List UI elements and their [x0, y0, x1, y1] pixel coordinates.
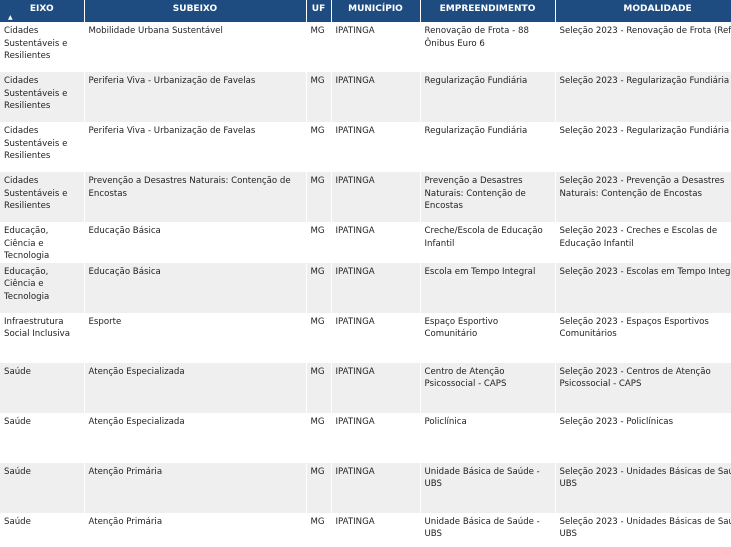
- table-cell: Atenção Especializada: [84, 412, 307, 463]
- table-row: Saúde Atenção Especializada MG IPATINGA Poli…: [0, 412, 731, 463]
- table-cell: Seleção 2023 - Creches e Escolas de Educ…: [555, 222, 731, 263]
- table-cell: IPATINGA: [331, 22, 421, 72]
- table-cell: MG: [306, 222, 332, 263]
- table-body: Cidades Sustentáveis e Resilientes Mobili…: [0, 22, 731, 547]
- table-cell: MG: [306, 22, 332, 72]
- table-cell: MG: [306, 172, 332, 222]
- table-row: Educação, Ciência e Tecnologia Educação B…: [0, 262, 731, 313]
- table-cell: MG: [306, 462, 332, 513]
- table-cell: Educação, Ciência e Tecnologia: [0, 222, 85, 263]
- table-row: Educação, Ciência e Tecnologia Educação B…: [0, 222, 731, 263]
- table-cell: Unidade Básica de Saúde - UBS: [420, 462, 556, 513]
- table-cell: MG: [306, 312, 332, 363]
- table-cell: Saúde: [0, 462, 85, 513]
- header-row: EIXO ▲ SUBEIXO UF MUNICÍPIO EMPREENDIMENTO MOD…: [0, 0, 731, 22]
- table-cell: Esporte: [84, 312, 307, 363]
- column-header-label: UF: [311, 4, 326, 14]
- table-row: Cidades Sustentáveis e Resilientes Preven…: [0, 172, 731, 222]
- table-row: Cidades Sustentáveis e Resilientes Mobili…: [0, 22, 731, 72]
- column-header[interactable]: UF: [306, 0, 332, 22]
- column-header[interactable]: MUNICÍPIO: [331, 0, 421, 22]
- table-cell: Cidades Sustentáveis e Resilientes: [0, 172, 85, 222]
- table-cell: Infraestrutura Social Inclusiva: [0, 312, 85, 363]
- table-cell: Seleção 2023 - Renovação de Frota (Refro…: [555, 22, 731, 72]
- table-cell: Educação Básica: [84, 262, 307, 313]
- table-cell: Seleção 2023 - Policlínicas: [555, 412, 731, 463]
- column-header[interactable]: MODALIDADE: [555, 0, 731, 22]
- table-cell: IPATINGA: [331, 462, 421, 513]
- sort-indicator[interactable]: ▲: [8, 14, 13, 21]
- table-cell: Atenção Primária: [84, 462, 307, 513]
- table-cell: Espaço Esportivo Comunitário: [420, 312, 556, 363]
- table-cell: MG: [306, 262, 332, 313]
- table-cell: Saúde: [0, 362, 85, 413]
- table-cell: Cidades Sustentáveis e Resilientes: [0, 72, 85, 122]
- table-cell: Seleção 2023 - Unidades Básicas de Saúde…: [555, 512, 731, 547]
- table-cell: IPATINGA: [331, 512, 421, 547]
- table-cell: IPATINGA: [331, 362, 421, 413]
- table-cell: Unidade Básica de Saúde - UBS: [420, 512, 556, 547]
- table-cell: Seleção 2023 - Espaços Esportivos Comuni…: [555, 312, 731, 363]
- table-cell: Cidades Sustentáveis e Resilientes: [0, 22, 85, 72]
- table-cell: MG: [306, 122, 332, 172]
- table-cell: Creche/Escola de Educação Infantil: [420, 222, 556, 263]
- table-row: Cidades Sustentáveis e Resilientes Perife…: [0, 122, 731, 172]
- table-cell: IPATINGA: [331, 222, 421, 263]
- table-cell: MG: [306, 362, 332, 413]
- table-row: Cidades Sustentáveis e Resilientes Perife…: [0, 72, 731, 122]
- table-cell: IPATINGA: [331, 172, 421, 222]
- column-header-label: EIXO: [29, 4, 54, 14]
- table-cell: Regularização Fundiária: [420, 72, 556, 122]
- table-cell: Saúde: [0, 412, 85, 463]
- table-cell: Regularização Fundiária: [420, 122, 556, 172]
- table-cell: Saúde: [0, 512, 85, 547]
- table-cell: IPATINGA: [331, 122, 421, 172]
- table-cell: Prevenção a Desastres Naturais: Contençã…: [420, 172, 556, 222]
- table-cell: Seleção 2023 - Escolas em Tempo Integral: [555, 262, 731, 313]
- table-cell: Renovação de Frota - 88 Ônibus Euro 6: [420, 22, 556, 72]
- table-cell: Seleção 2023 - Prevenção a Desastres Nat…: [555, 172, 731, 222]
- column-header-label: EMPREENDIMENTO: [439, 4, 536, 14]
- table-cell: Seleção 2023 - Regularização Fundiária: [555, 122, 731, 172]
- table-cell: Atenção Especializada: [84, 362, 307, 413]
- table-row: Saúde Atenção Primária MG IPATINGA Unidade B…: [0, 512, 731, 547]
- column-header[interactable]: EMPREENDIMENTO: [420, 0, 556, 22]
- table-cell: Escola em Tempo Integral: [420, 262, 556, 313]
- table-cell: Educação, Ciência e Tecnologia: [0, 262, 85, 313]
- table-cell: MG: [306, 412, 332, 463]
- table-cell: Policlínica: [420, 412, 556, 463]
- table-cell: Seleção 2023 - Centros de Atenção Psicos…: [555, 362, 731, 413]
- table-cell: Seleção 2023 - Unidades Básicas de Saúde…: [555, 462, 731, 513]
- table-cell: MG: [306, 512, 332, 547]
- table-cell: Atenção Primária: [84, 512, 307, 547]
- table-cell: Educação Básica: [84, 222, 307, 263]
- table-cell: Cidades Sustentáveis e Resilientes: [0, 122, 85, 172]
- column-header-label: SUBEIXO: [172, 4, 218, 14]
- table-row: Saúde Atenção Especializada MG IPATINGA Cent…: [0, 362, 731, 413]
- table-row: Infraestrutura Social Inclusiva Esporte MG…: [0, 312, 731, 363]
- column-header-label: MODALIDADE: [623, 4, 692, 14]
- table-cell: MG: [306, 72, 332, 122]
- column-header[interactable]: SUBEIXO: [84, 0, 307, 22]
- table-cell: IPATINGA: [331, 72, 421, 122]
- table-cell: IPATINGA: [331, 412, 421, 463]
- column-header[interactable]: EIXO ▲: [0, 0, 85, 22]
- table-cell: IPATINGA: [331, 312, 421, 363]
- table-cell: Seleção 2023 - Regularização Fundiária: [555, 72, 731, 122]
- column-header-label: MUNICÍPIO: [348, 4, 403, 14]
- table-cell: Periferia Viva - Urbanização de Favelas: [84, 72, 307, 122]
- table-cell: IPATINGA: [331, 262, 421, 313]
- table-cell: Periferia Viva - Urbanização de Favelas: [84, 122, 307, 172]
- table-row: Saúde Atenção Primária MG IPATINGA Unidade B…: [0, 462, 731, 513]
- table-cell: Prevenção a Desastres Naturais: Contençã…: [84, 172, 307, 222]
- table-cell: Centro de Atenção Psicossocial - CAPS: [420, 362, 556, 413]
- table-cell: Mobilidade Urbana Sustentável: [84, 22, 307, 72]
